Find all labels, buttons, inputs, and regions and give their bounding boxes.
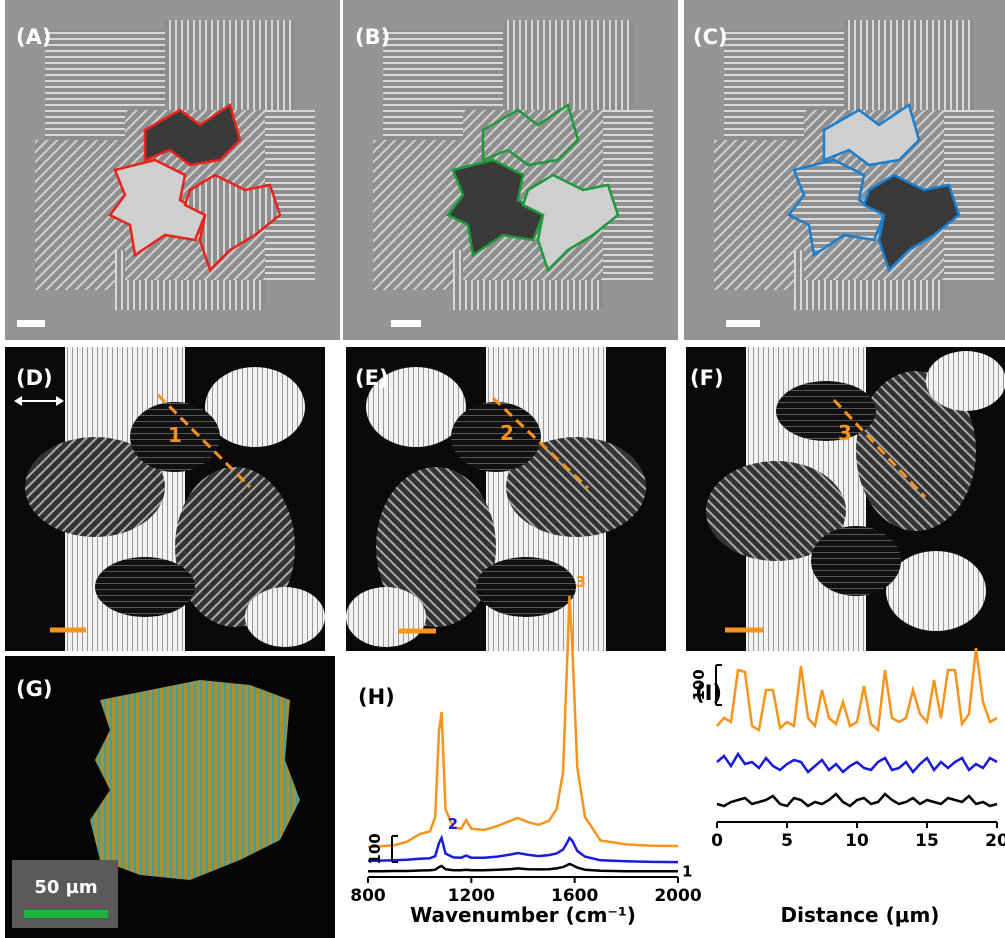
panel-label: (G) [16, 677, 52, 701]
x-tick-label: 10 [845, 831, 869, 851]
profile-label: 1 [168, 423, 182, 447]
panel-a [5, 0, 340, 340]
x-tick-label: 15 [915, 831, 939, 851]
series-line [717, 794, 997, 806]
panel-g: 50 µm [5, 656, 335, 938]
panel-d [5, 347, 325, 651]
series-label: 2 [448, 815, 458, 833]
panel-f [686, 347, 1005, 651]
panel-label: (B) [355, 25, 390, 49]
panel-label: (A) [16, 25, 51, 49]
figure: 1 2 3 50 µm (A) (B) (C) (D) (E) (F) (G) … [0, 0, 1005, 938]
panel-label: (F) [690, 366, 724, 390]
series-line [717, 754, 997, 772]
series-line [368, 864, 678, 871]
panel-c [684, 0, 1005, 340]
series-label: 1 [682, 862, 692, 880]
scale-bar-label: 100 [366, 833, 384, 864]
x-tick-label: 2000 [654, 886, 701, 906]
panel-e [346, 347, 666, 651]
panel-label: (C) [693, 25, 728, 49]
scale-bar-label: 50 µm [34, 877, 97, 898]
series-label: 3 [576, 573, 586, 591]
x-tick-label: 0 [711, 831, 723, 851]
x-axis-label: Wavenumber (cm⁻¹) [410, 903, 636, 927]
x-axis-label: Distance (μm) [781, 903, 940, 927]
series-line [717, 648, 997, 730]
profile-label: 2 [500, 421, 514, 445]
x-tick-label: 20 [985, 831, 1005, 851]
x-tick-label: 5 [781, 831, 793, 851]
panel-label: (E) [355, 366, 389, 390]
profile-label: 3 [838, 421, 852, 445]
panel-b [343, 0, 678, 340]
panel-label: (D) [16, 366, 53, 390]
series-line [368, 838, 678, 862]
x-tick-label: 800 [350, 886, 386, 906]
panel-label: (H) [358, 685, 395, 709]
scale-bar-label: 100 [690, 669, 708, 700]
